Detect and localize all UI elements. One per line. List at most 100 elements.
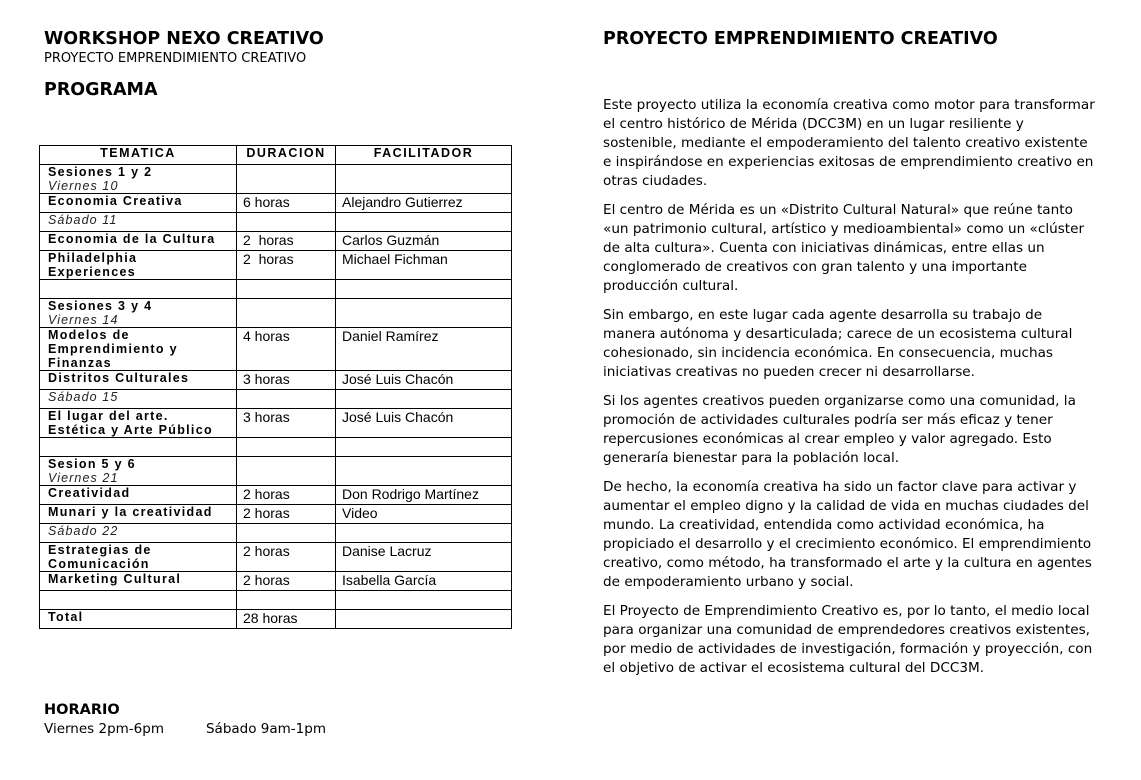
cell-tematica: Estrategias de Comunicación	[39, 542, 237, 572]
paragraph: Sin embargo, en este lugar cada agente d…	[603, 307, 1073, 380]
cell-facilitador: Don Rodrigo Martínez	[335, 485, 512, 505]
topic-text: Estrategias de	[48, 543, 152, 557]
table-row: Sesion 5 y 6 Viernes 21	[39, 456, 512, 486]
topic-text: Creatividad	[48, 486, 131, 500]
cell-facilitador	[335, 279, 512, 299]
cell-duracion: 2 horas	[236, 542, 336, 572]
table-row: Sábado 11	[39, 212, 512, 232]
cell-facilitador: Video	[335, 504, 512, 524]
table-row: Sábado 15	[39, 389, 512, 409]
cell-duracion: 2 horas	[236, 231, 336, 251]
table-row: Sesiones 1 y 2 Viernes 10	[39, 164, 512, 194]
paragraph: El centro de Mérida es un «Distrito Cult…	[603, 202, 1085, 294]
topic-text: Economia Creativa	[48, 194, 183, 208]
cell-facilitador: Isabella García	[335, 571, 512, 591]
topic-text: Distritos Culturales	[48, 371, 190, 385]
paragraph: El Proyecto de Emprendimiento Creativo e…	[603, 603, 1093, 676]
cell-duracion: 28 horas	[236, 609, 336, 629]
schedule: HORARIO Viernes 2pm-6pm Sábado 9am-1pm	[44, 701, 326, 739]
topic-text: Total	[48, 610, 84, 624]
table-row: Economia de la Cultura 2 horas Carlos Guzm…	[39, 231, 512, 251]
table-row	[39, 590, 512, 610]
table-row: Sesiones 3 y 4 Viernes 14	[39, 298, 512, 328]
topic-text: El lugar del arte.	[48, 409, 169, 423]
cell-duracion	[236, 212, 336, 232]
schedule-saturday: Sábado 9am-1pm	[205, 721, 326, 737]
table-row: Sábado 22	[39, 523, 512, 543]
table-row: Total 28 horas	[39, 609, 512, 629]
table-row: Modelos de Emprendimiento y Finanzas 4 hora…	[39, 327, 512, 371]
cell-facilitador	[335, 164, 512, 194]
cell-duracion	[236, 590, 336, 610]
schedule-title: HORARIO	[44, 702, 120, 718]
session-day: Viernes 10	[48, 179, 119, 193]
table-header-row: TEMATICA DURACION FACILITADOR	[39, 145, 512, 165]
topic-text: Modelos de	[48, 328, 130, 342]
topic-text: Marketing Cultural	[48, 572, 182, 586]
cell-facilitador	[335, 437, 512, 457]
cell-tematica: Total	[39, 609, 237, 629]
cell-tematica: Sesiones 3 y 4 Viernes 14	[39, 298, 237, 328]
cell-duracion	[236, 279, 336, 299]
cell-duracion	[236, 298, 336, 328]
topic-text: Sesiones 3 y 4	[48, 299, 153, 313]
cell-tematica: Economia de la Cultura	[39, 231, 237, 251]
cell-duracion	[236, 523, 336, 543]
header-facilitador: FACILITADOR	[335, 145, 512, 165]
cell-facilitador: Carlos Guzmán	[335, 231, 512, 251]
cell-facilitador: Alejandro Gutierrez	[335, 193, 512, 213]
cell-tematica	[39, 437, 237, 457]
topic-text: Economia de la Cultura	[48, 232, 216, 246]
paragraph: De hecho, la economía creativa ha sido u…	[603, 479, 1092, 590]
cell-duracion: 2 horas	[236, 504, 336, 524]
table-row: El lugar del arte. Estética y Arte Públic…	[39, 408, 512, 438]
cell-tematica: Modelos de Emprendimiento y Finanzas	[39, 327, 237, 371]
topic-text: Estética y Arte Público	[48, 423, 213, 437]
project-title: PROYECTO EMPRENDIMIENTO CREATIVO	[603, 29, 998, 49]
cell-tematica: Sábado 15	[39, 389, 237, 409]
header-duracion: DURACION	[236, 145, 336, 165]
cell-facilitador	[335, 590, 512, 610]
topic-text: Sesion 5 y 6	[48, 457, 136, 471]
cell-facilitador	[335, 523, 512, 543]
cell-tematica: Creatividad	[39, 485, 237, 505]
topic-text: Munari y la creatividad	[48, 505, 213, 519]
cell-tematica: Sábado 22	[39, 523, 237, 543]
table-row	[39, 437, 512, 457]
cell-duracion: 2 horas	[236, 571, 336, 591]
topic-text: Experiences	[48, 265, 136, 279]
cell-tematica: El lugar del arte. Estética y Arte Públic…	[39, 408, 237, 438]
cell-facilitador: José Luis Chacón	[335, 370, 512, 390]
workshop-title: WORKSHOP NEXO CREATIVO	[44, 29, 324, 49]
cell-tematica	[39, 590, 237, 610]
cell-duracion	[236, 437, 336, 457]
paragraph: Si los agentes creativos pueden organiza…	[603, 393, 1076, 466]
table-row	[39, 279, 512, 299]
cell-duracion: 6 horas	[236, 193, 336, 213]
project-description: PROYECTO EMPRENDIMIENTO CREATIVO Este pr…	[603, 29, 1098, 688]
cell-tematica: Economia Creativa	[39, 193, 237, 213]
table-row: Estrategias de Comunicación 2 horas Danise …	[39, 542, 512, 572]
cell-duracion	[236, 164, 336, 194]
program-header: WORKSHOP NEXO CREATIVO PROYECTO EMPRENDI…	[44, 29, 324, 101]
topic-text: Sesiones 1 y 2	[48, 165, 153, 179]
cell-facilitador: Danise Lacruz	[335, 542, 512, 572]
cell-facilitador	[335, 609, 512, 629]
cell-facilitador	[335, 456, 512, 486]
topic-text: Emprendimiento y	[48, 342, 178, 356]
session-day: Viernes 21	[48, 471, 119, 485]
session-day: Sábado 11	[48, 213, 118, 227]
cell-facilitador: Michael Fichman	[335, 250, 512, 280]
cell-tematica: Marketing Cultural	[39, 571, 237, 591]
cell-facilitador: José Luis Chacón	[335, 408, 512, 438]
paragraph: Este proyecto utiliza la economía creati…	[603, 97, 1095, 189]
topic-text: Philadelphia	[48, 251, 138, 265]
project-subtitle: PROYECTO EMPRENDIMIENTO CREATIVO	[44, 51, 307, 66]
cell-duracion: 4 horas	[236, 327, 336, 371]
cell-facilitador	[335, 298, 512, 328]
session-day: Sábado 22	[48, 524, 119, 538]
cell-tematica: Sesiones 1 y 2 Viernes 10	[39, 164, 237, 194]
cell-tematica: Philadelphia Experiences	[39, 250, 237, 280]
cell-facilitador	[335, 389, 512, 409]
cell-duracion: 3 horas	[236, 370, 336, 390]
